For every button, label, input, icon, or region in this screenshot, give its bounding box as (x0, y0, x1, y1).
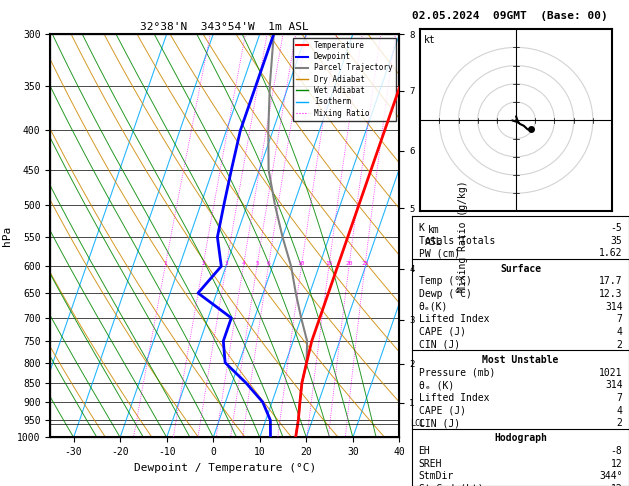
Text: 2: 2 (616, 340, 623, 349)
Text: StmSpd (kt): StmSpd (kt) (418, 484, 483, 486)
Text: LCL: LCL (410, 419, 425, 429)
Text: 25: 25 (361, 261, 369, 266)
Text: 7: 7 (616, 314, 623, 324)
Text: Temp (°C): Temp (°C) (418, 276, 471, 286)
Text: 4: 4 (616, 405, 623, 416)
Text: 7: 7 (616, 393, 623, 403)
Y-axis label: hPa: hPa (1, 226, 11, 246)
Text: 12: 12 (611, 484, 623, 486)
Text: Hodograph: Hodograph (494, 434, 547, 443)
Text: 314: 314 (605, 380, 623, 390)
Text: CAPE (J): CAPE (J) (418, 405, 465, 416)
Text: StmDir: StmDir (418, 471, 454, 482)
Text: Totals Totals: Totals Totals (418, 236, 495, 246)
Text: 344°: 344° (599, 471, 623, 482)
Text: Surface: Surface (500, 263, 541, 274)
Text: CIN (J): CIN (J) (418, 340, 460, 349)
Text: Dewp (°C): Dewp (°C) (418, 289, 471, 299)
Text: Lifted Index: Lifted Index (418, 393, 489, 403)
Text: 20: 20 (345, 261, 353, 266)
Text: 6: 6 (267, 261, 270, 266)
Text: PW (cm): PW (cm) (418, 248, 460, 259)
Text: 1.62: 1.62 (599, 248, 623, 259)
Text: CIN (J): CIN (J) (418, 418, 460, 428)
Text: kt: kt (424, 35, 436, 45)
Text: 15: 15 (325, 261, 333, 266)
Text: 3: 3 (225, 261, 228, 266)
Text: 4: 4 (616, 327, 623, 337)
Text: 35: 35 (611, 236, 623, 246)
Text: 5: 5 (255, 261, 259, 266)
Text: CAPE (J): CAPE (J) (418, 327, 465, 337)
Text: 17.7: 17.7 (599, 276, 623, 286)
Y-axis label: km
ASL: km ASL (425, 225, 443, 246)
Text: 10: 10 (298, 261, 305, 266)
Text: 12: 12 (611, 459, 623, 469)
Text: -5: -5 (611, 223, 623, 233)
Text: Lifted Index: Lifted Index (418, 314, 489, 324)
Text: Most Unstable: Most Unstable (482, 355, 559, 365)
Text: 02.05.2024  09GMT  (Base: 00): 02.05.2024 09GMT (Base: 00) (412, 11, 608, 21)
Text: 4: 4 (242, 261, 245, 266)
Text: θₑ(K): θₑ(K) (418, 302, 448, 312)
Text: Pressure (mb): Pressure (mb) (418, 367, 495, 378)
Text: 1: 1 (164, 261, 167, 266)
Text: SREH: SREH (418, 459, 442, 469)
Y-axis label: Mixing Ratio (g/kg): Mixing Ratio (g/kg) (458, 180, 468, 292)
X-axis label: Dewpoint / Temperature (°C): Dewpoint / Temperature (°C) (134, 463, 316, 473)
Legend: Temperature, Dewpoint, Parcel Trajectory, Dry Adiabat, Wet Adiabat, Isotherm, Mi: Temperature, Dewpoint, Parcel Trajectory… (293, 38, 396, 121)
Text: EH: EH (418, 446, 430, 456)
Title: 32°38'N  343°54'W  1m ASL: 32°38'N 343°54'W 1m ASL (140, 22, 309, 32)
Text: 2: 2 (616, 418, 623, 428)
Text: -8: -8 (611, 446, 623, 456)
Text: θₑ (K): θₑ (K) (418, 380, 454, 390)
Text: 12.3: 12.3 (599, 289, 623, 299)
Text: 1021: 1021 (599, 367, 623, 378)
Text: 2: 2 (201, 261, 204, 266)
Text: K: K (418, 223, 425, 233)
Text: 314: 314 (605, 302, 623, 312)
